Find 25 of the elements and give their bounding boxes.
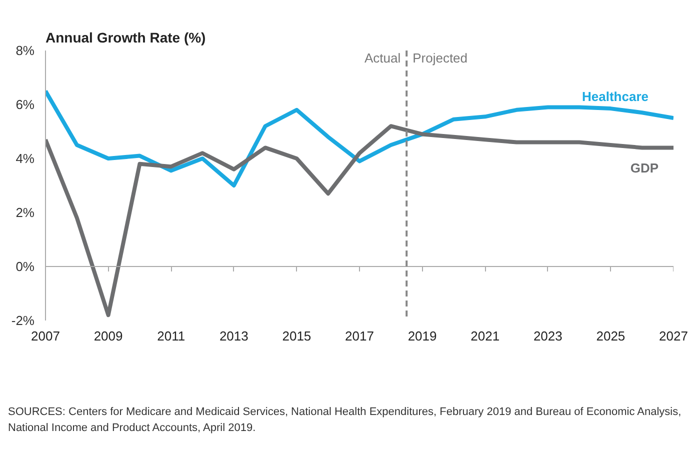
source-note: SOURCES: Centers for Medicare and Medicaid Services, National Health Expenditures, February 2019 and Bureau of Economic Analysis, National Income and Product Accounts, April 2019. bbox=[8, 405, 682, 436]
x-tick-label: 2025 bbox=[596, 328, 626, 344]
y-tick-label: 0% bbox=[16, 259, 35, 274]
x-tick-label: 2027 bbox=[659, 328, 688, 344]
x-tick-label: 2011 bbox=[157, 328, 186, 344]
y-tick-label: 6% bbox=[16, 97, 35, 112]
annotation: Projected bbox=[412, 50, 468, 66]
x-tick-label: 2023 bbox=[533, 328, 562, 344]
y-tick-label: 2% bbox=[16, 205, 35, 220]
x-tick-label: 2021 bbox=[470, 328, 500, 344]
x-tick-label: 2017 bbox=[345, 328, 374, 344]
y-tick-label: -2% bbox=[11, 313, 35, 328]
y-tick-label: 8% bbox=[16, 43, 35, 58]
x-tick-label: 2015 bbox=[282, 328, 312, 344]
series-label: Healthcare bbox=[582, 89, 649, 104]
x-tick-label: 2007 bbox=[31, 328, 60, 344]
x-tick-label: 2009 bbox=[94, 328, 123, 344]
x-tick-label: 2013 bbox=[219, 328, 248, 344]
line-series bbox=[46, 89, 674, 188]
line-series bbox=[46, 124, 674, 318]
annotation: Actual bbox=[364, 50, 401, 66]
x-tick-label: 2019 bbox=[408, 328, 437, 344]
series-label: GDP bbox=[630, 160, 659, 176]
y-tick-label: 4% bbox=[16, 151, 35, 166]
chart-title: Annual Growth Rate (%) bbox=[46, 30, 206, 46]
